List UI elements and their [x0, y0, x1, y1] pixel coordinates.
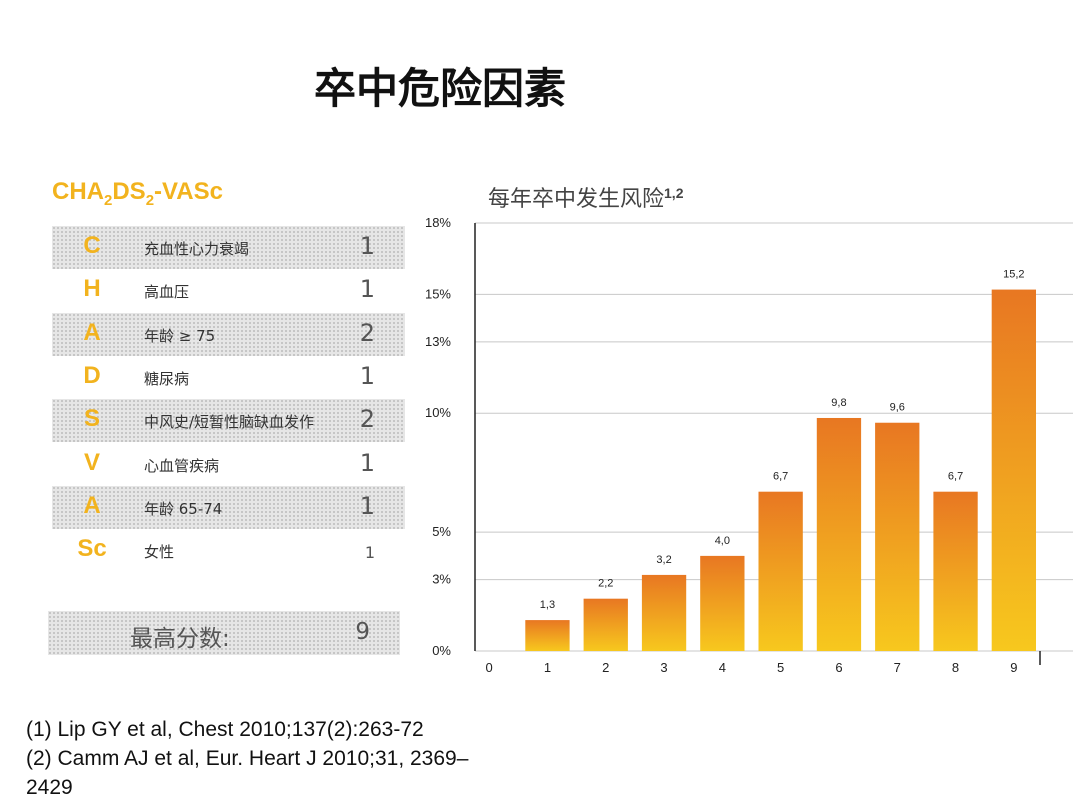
x-tick-label: 3: [660, 660, 667, 675]
y-tick-label: 3%: [432, 572, 451, 587]
row-score: 1: [359, 361, 375, 390]
x-tick-label: 4: [719, 660, 726, 675]
row-score: 1: [364, 543, 375, 563]
heading-sub: 2: [104, 191, 113, 209]
table-row: D 糖尿病 1: [52, 356, 405, 399]
table-heading: CHA2DS2-VASc: [52, 178, 223, 209]
y-tick-label: 15%: [425, 286, 451, 301]
bar: [875, 422, 920, 651]
row-description: 充血性心力衰竭: [144, 240, 250, 258]
bar: [933, 491, 978, 651]
x-tick-label: 9: [1010, 660, 1017, 675]
value-label: 15,2: [1003, 269, 1024, 281]
x-tick-label: 2: [602, 660, 609, 675]
row-letter: A: [83, 491, 101, 519]
value-label: 1,3: [540, 599, 555, 611]
references: (1) Lip GY et al, Chest 2010;137(2):263-…: [26, 715, 496, 802]
value-label: 2,2: [598, 578, 613, 590]
row-description: 年龄 65-74: [144, 499, 223, 518]
heading-sub: 2: [145, 191, 155, 209]
row-letter: V: [83, 448, 100, 476]
value-label: 6,7: [773, 471, 788, 483]
bar: [816, 417, 862, 651]
row-score: 1: [359, 275, 375, 304]
table-row: C 充血性心力衰竭 1: [52, 226, 405, 269]
chart-title: 每年卒中发生风险1,2: [488, 185, 684, 211]
table-row: S 中风史/短暂性脑缺血发作 2: [52, 399, 405, 443]
row-letter: S: [83, 405, 100, 433]
y-tick-label: 5%: [432, 524, 451, 539]
x-tick-label: 1: [544, 660, 551, 675]
bar: [583, 598, 628, 651]
heading-part: CHA: [52, 178, 104, 205]
table-row: V 心血管疾病 1: [52, 443, 405, 486]
value-label: 9,6: [890, 402, 905, 414]
bar: [758, 491, 803, 651]
y-tick-label: 10%: [425, 405, 451, 420]
chart-title-text: 每年卒中发生风险: [488, 186, 664, 211]
bar: [991, 289, 1037, 651]
table-row: A 年龄 65-74 1: [52, 485, 405, 529]
total-value: 9: [355, 619, 370, 645]
heading-part: DS: [112, 178, 146, 205]
row-score: 1: [359, 491, 375, 520]
row-description: 高血压: [144, 283, 190, 302]
table-row: Sc 女性 1: [52, 529, 405, 572]
reference: (1) Lip GY et al, Chest 2010;137(2):263-…: [26, 718, 424, 741]
x-tick-label: 6: [835, 660, 842, 675]
slide-title: 卒中危险因素: [313, 64, 566, 113]
x-tick-label: 0: [486, 660, 493, 675]
x-tick-label: 5: [777, 660, 784, 675]
bar: [641, 574, 687, 651]
row-description: 女性: [144, 543, 175, 562]
row-letter: H: [83, 275, 101, 303]
value-label: 4,0: [715, 535, 730, 547]
reference: (2) Camm AJ et al, Eur. Heart J 2010;31,…: [26, 747, 469, 799]
row-description: 糖尿病: [144, 369, 190, 388]
y-tick-label: 18%: [425, 215, 451, 230]
row-score: 1: [359, 448, 375, 477]
row-score: 2: [359, 405, 375, 434]
row-letter: C: [83, 232, 101, 259]
row-score: 1: [359, 232, 375, 260]
y-tick-label: 0%: [432, 643, 451, 658]
x-tick-label: 8: [952, 660, 959, 675]
row-letter: A: [83, 318, 101, 346]
row-letter: D: [83, 361, 101, 389]
bar: [700, 555, 745, 651]
value-label: 6,7: [948, 471, 963, 483]
table-row: A 年龄 ≥ 75 2: [52, 312, 405, 356]
heading-part: -VASc: [154, 178, 223, 205]
value-label: 9,8: [831, 397, 846, 409]
row-description: 中风史/短暂性脑缺血发作: [144, 413, 315, 432]
total-label: 最高分数:: [130, 626, 230, 652]
bar: [525, 620, 570, 651]
row-score: 2: [359, 318, 375, 347]
row-description: 心血管疾病: [144, 456, 220, 475]
row-letter: Sc: [77, 535, 107, 563]
value-label: 3,2: [656, 554, 671, 566]
x-tick-label: 7: [894, 660, 901, 675]
total-row: 最高分数: 9: [48, 611, 400, 655]
chart-title-sup: 1,2: [664, 185, 684, 201]
table-row: H 高血压 1: [52, 269, 405, 312]
y-tick-label: 13%: [425, 334, 451, 349]
row-description: 年龄 ≥ 75: [144, 326, 216, 345]
